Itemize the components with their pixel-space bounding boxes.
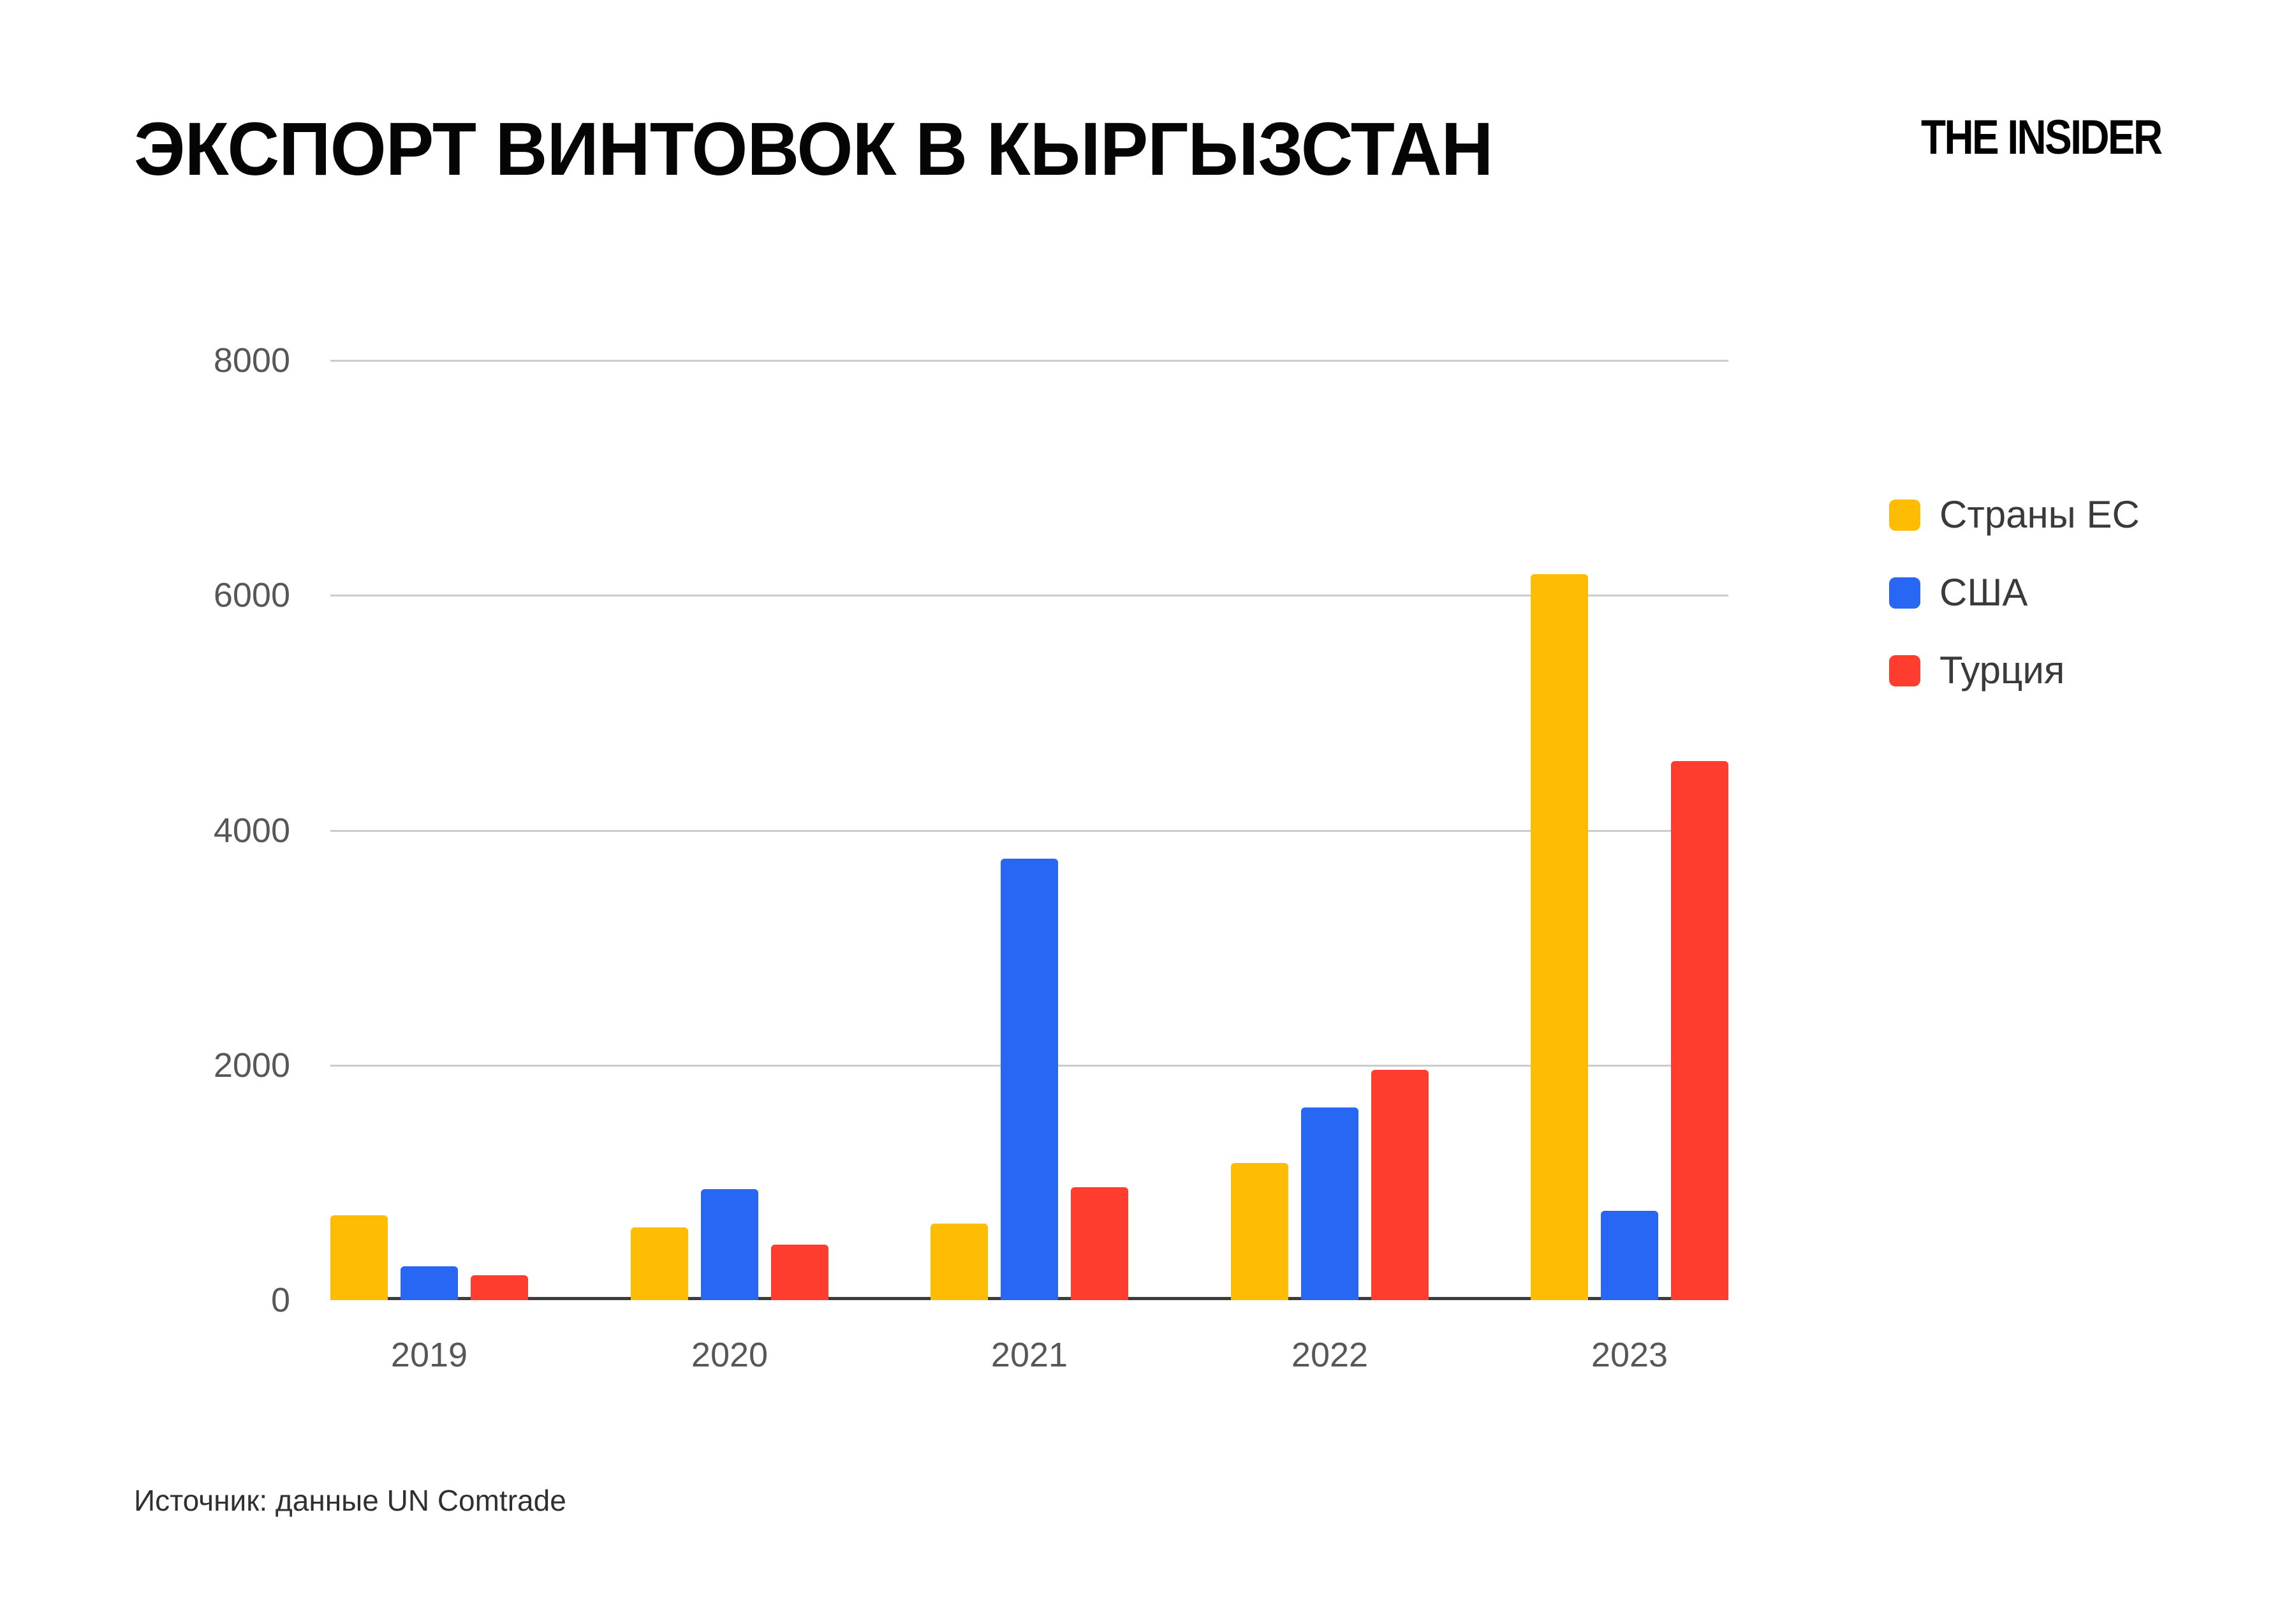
- legend-swatch: [1889, 499, 1920, 531]
- page-title: ЭКСПОРТ ВИНТОВОК В КЫРГЫЗСТАН: [134, 107, 1493, 191]
- legend-swatch: [1889, 577, 1920, 609]
- y-axis-tick-label: 8000: [213, 341, 290, 380]
- legend-item: Страны ЕС: [1889, 496, 2140, 534]
- bar-2023-series2: [1671, 761, 1728, 1300]
- legend-label: США: [1939, 571, 2028, 614]
- legend: Страны ЕС США Турция: [1889, 496, 2140, 690]
- bar-2023-series1: [1601, 1211, 1658, 1300]
- bar-2021-series2: [1071, 1187, 1128, 1300]
- legend-label: Турция: [1939, 649, 2065, 692]
- bar-2023-series0: [1531, 574, 1588, 1300]
- bar-2020-series1: [701, 1189, 758, 1300]
- y-axis-tick-label: 0: [270, 1281, 290, 1319]
- legend-item: Турция: [1889, 651, 2140, 690]
- source-note: Источник: данные UN Comtrade: [134, 1484, 566, 1517]
- y-axis-tick-label: 4000: [213, 811, 290, 850]
- legend-label: Страны ЕС: [1939, 493, 2140, 536]
- gridline: [330, 830, 1728, 832]
- x-axis-label: 2021: [990, 1336, 1068, 1374]
- bar-2022-series0: [1231, 1163, 1288, 1300]
- bar-2019-series0: [330, 1215, 388, 1300]
- bar-2020-series2: [771, 1245, 828, 1300]
- brand-logo: THE INSIDER: [1921, 110, 2163, 165]
- bar-2019-series1: [401, 1266, 458, 1300]
- bar-2019-series2: [471, 1275, 528, 1300]
- legend-swatch: [1889, 655, 1920, 686]
- gridline: [330, 360, 1728, 362]
- y-axis-tick-label: 2000: [213, 1046, 290, 1085]
- legend-item: США: [1889, 574, 2140, 612]
- x-axis-label: 2020: [691, 1336, 769, 1374]
- bar-2020-series0: [631, 1227, 688, 1300]
- bar-2021-series0: [931, 1224, 988, 1300]
- bar-2021-series1: [1001, 859, 1058, 1300]
- bar-2022-series2: [1371, 1070, 1429, 1300]
- gridline: [330, 595, 1728, 596]
- y-axis-tick-label: 6000: [213, 576, 290, 614]
- x-axis-label: 2023: [1591, 1336, 1668, 1374]
- x-axis-label: 2022: [1291, 1336, 1369, 1374]
- x-axis-label: 2019: [390, 1336, 468, 1374]
- bar-2022-series1: [1301, 1107, 1358, 1300]
